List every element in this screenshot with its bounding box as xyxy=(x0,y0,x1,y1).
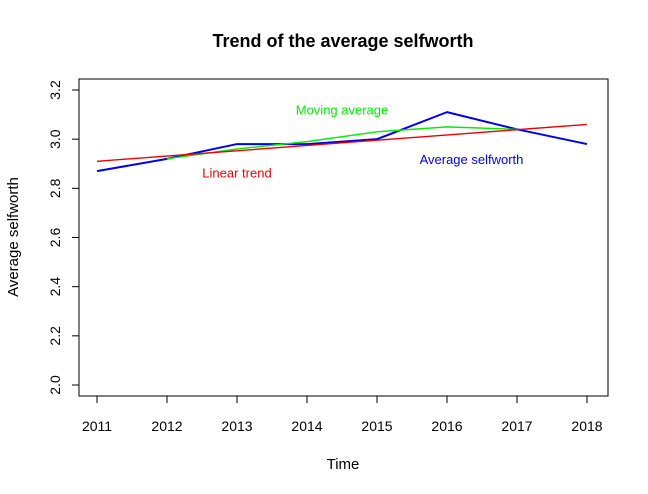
x-tick-label: 2014 xyxy=(291,418,322,434)
annotation-linear-trend: Linear trend xyxy=(202,165,271,180)
series-line-average-selfworth xyxy=(96,111,588,173)
x-tick-label: 2013 xyxy=(221,418,252,434)
series-lines xyxy=(96,111,588,173)
x-tick-label: 2017 xyxy=(501,418,532,434)
chart-title: Trend of the average selfworth xyxy=(212,31,473,51)
y-tick-label: 2.2 xyxy=(47,326,63,346)
y-tick-label: 2.6 xyxy=(47,228,63,248)
y-tick-label: 2.0 xyxy=(47,375,63,395)
series-line-linear-trend xyxy=(96,123,588,162)
x-tick-label: 2018 xyxy=(571,418,602,434)
x-tick-label: 2011 xyxy=(82,418,112,434)
x-tick-label: 2015 xyxy=(361,418,392,434)
series-line-moving-average xyxy=(166,126,518,160)
y-tick-label: 2.8 xyxy=(47,178,63,198)
x-tick-label: 2012 xyxy=(151,418,182,434)
plot-frame xyxy=(78,78,609,397)
y-tick-label: 3.0 xyxy=(47,129,63,149)
annotation-average-selfworth: Average selfworth xyxy=(420,152,524,167)
y-tick-label: 2.4 xyxy=(47,277,63,297)
x-tick-label: 2016 xyxy=(431,418,462,434)
annotations: Moving average Average selfworth Linear tr… xyxy=(202,103,523,181)
x-axis-label: Time xyxy=(327,456,360,473)
y-axis: 2.0 2.2 2.4 2.6 2.8 3.0 3.2 xyxy=(47,80,80,395)
annotation-moving-average: Moving average xyxy=(296,103,389,118)
y-tick-label: 3.2 xyxy=(47,80,63,100)
y-axis-label: Average selfworth xyxy=(5,177,22,297)
x-axis: 2011 2012 2013 2014 2015 2016 2017 2018 xyxy=(82,395,603,434)
